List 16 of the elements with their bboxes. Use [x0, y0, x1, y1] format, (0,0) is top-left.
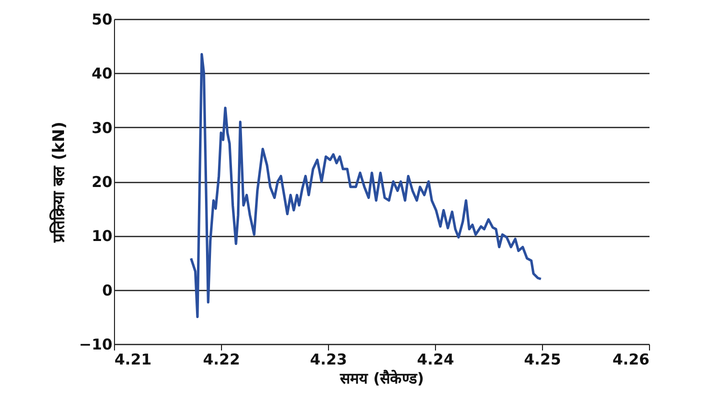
y-tick-label: 20 — [92, 173, 112, 191]
x-tick-label: 4.24 — [416, 350, 454, 368]
x-tick-label: 4.21 — [114, 350, 152, 368]
y-tick-label: 30 — [92, 118, 112, 137]
y-tick-label: −10 — [79, 336, 112, 354]
x-tick-label: 4.25 — [524, 350, 562, 368]
y-tick-label: 40 — [92, 64, 112, 83]
y-tick-label: 0 — [102, 281, 112, 300]
x-axis-title: समय (सैकेण्ड) — [339, 370, 424, 388]
x-tick-label: 4.26 — [612, 350, 650, 368]
y-tick-label: 50 — [92, 10, 112, 28]
line-series — [190, 52, 542, 318]
x-tick-label: 4.23 — [310, 350, 348, 368]
y-tick-label: 10 — [92, 227, 112, 246]
x-tick-label: 4.22 — [202, 350, 240, 368]
y-axis-title: प्रतिक्रिया बल (kN) — [49, 122, 68, 244]
